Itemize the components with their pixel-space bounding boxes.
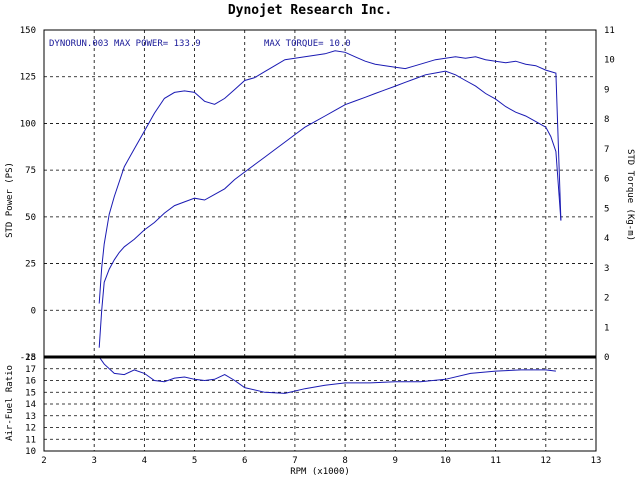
- series-layer: [98, 50, 562, 394]
- y-right-tick-label: 0: [604, 353, 609, 363]
- y-left-tick-label: 50: [25, 213, 36, 223]
- afr-tick-label: 14: [25, 400, 36, 410]
- afr-tick-label: 16: [25, 377, 36, 387]
- x-tick-label: 11: [490, 456, 501, 466]
- y-left-tick-label: 150: [20, 26, 36, 36]
- x-tick-label: 10: [440, 456, 451, 466]
- afr-tick-label: 10: [25, 447, 36, 457]
- x-tick-label: 3: [91, 456, 96, 466]
- y-right-tick-label: 4: [604, 234, 609, 244]
- x-tick-label: 9: [393, 456, 398, 466]
- afr-tick-label: 18: [25, 353, 36, 363]
- y-right-tick-label: 5: [604, 204, 609, 214]
- top-plot-frame: [43, 29, 597, 358]
- x-axis-label: RPM (x1000): [290, 467, 350, 477]
- y-left-tick-label: 100: [20, 119, 36, 129]
- run-name: DYNORUN.003: [49, 39, 109, 49]
- afr-axis-label: Air-Fuel Ratio: [5, 365, 15, 441]
- y-axis-left-label: STD Power (PS): [5, 162, 15, 238]
- y-axis-right-label: STD Torque (Kg-m): [625, 149, 635, 241]
- x-tick-label: 5: [192, 456, 197, 466]
- y-right-tick-label: 7: [604, 145, 609, 155]
- y-left-tick-label: 0: [31, 306, 36, 316]
- afr-tick-label: 11: [25, 435, 36, 445]
- grid-layer: [44, 30, 596, 451]
- torque-series-line: [98, 50, 562, 304]
- tick-layer: 2 3 4 5 6 7 8 9 10 11 12 131501251007550250-2511109…: [20, 26, 615, 466]
- afr-tick-label: 12: [25, 424, 36, 434]
- y-right-tick-label: 8: [604, 115, 609, 125]
- y-left-tick-label: -25: [20, 353, 36, 363]
- y-right-tick-label: 3: [604, 264, 609, 274]
- afr-tick-label: 13: [25, 412, 36, 422]
- chart-title: Dynojet Research Inc.: [228, 3, 392, 18]
- x-tick-label: 6: [242, 456, 247, 466]
- y-right-tick-label: 11: [604, 26, 615, 36]
- afr-tick-label: 17: [25, 365, 36, 375]
- y-right-tick-label: 2: [604, 294, 609, 304]
- y-left-tick-label: 75: [25, 166, 36, 176]
- afr-series-line: [98, 356, 556, 394]
- y-right-tick-label: 6: [604, 175, 609, 185]
- afr-tick-label: 15: [25, 388, 36, 398]
- x-tick-label: 12: [540, 456, 551, 466]
- y-right-tick-label: 10: [604, 56, 615, 66]
- y-left-tick-label: 25: [25, 260, 36, 270]
- y-right-tick-label: 1: [604, 323, 609, 333]
- power-series-line: [98, 70, 562, 348]
- y-left-tick-label: 125: [20, 73, 36, 83]
- x-tick-label: 4: [142, 456, 147, 466]
- x-tick-label: 2: [41, 456, 46, 466]
- max-torque-label: MAX TORQUE= 10.0: [264, 39, 351, 49]
- x-tick-label: 8: [342, 456, 347, 466]
- x-tick-label: 13: [591, 456, 602, 466]
- x-tick-label: 7: [292, 456, 297, 466]
- y-right-tick-label: 9: [604, 85, 609, 95]
- max-power-label: MAX POWER= 133.9: [114, 39, 201, 49]
